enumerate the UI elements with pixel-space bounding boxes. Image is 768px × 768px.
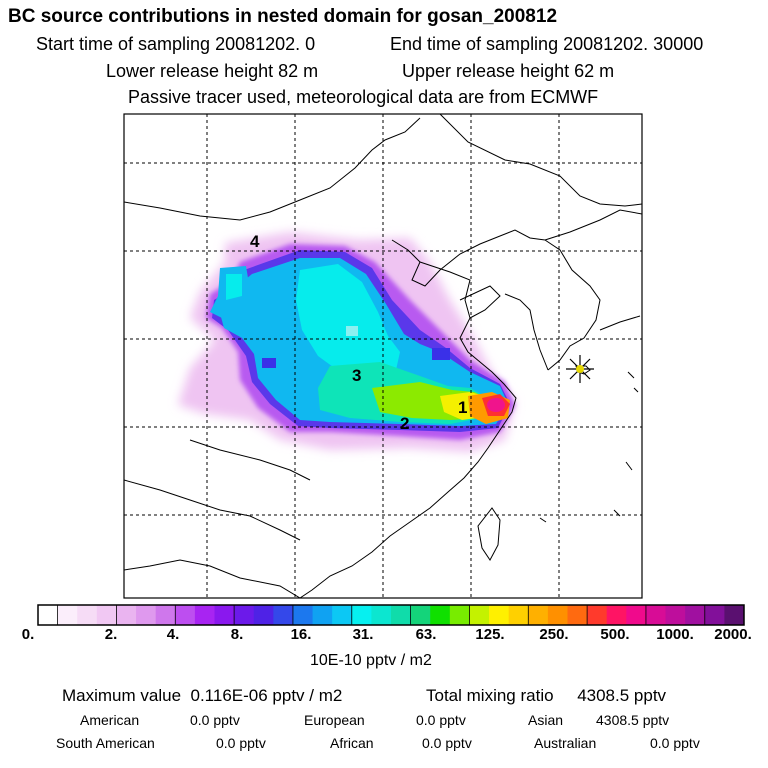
region-label-2: 2 [400, 414, 409, 433]
colorbar-cell [57, 605, 78, 625]
colorbar-cell [449, 605, 470, 625]
cbar-tick: 2. [104, 626, 118, 643]
cbar-tick: 4. [166, 626, 180, 643]
colorbar [37, 604, 745, 626]
region-name: South American [56, 735, 155, 751]
cbar-tick: 250. [539, 626, 569, 643]
colorbar-cell [136, 605, 157, 625]
chart-title: BC source contributions in nested domain… [8, 6, 558, 27]
end-time-label: End time of sampling 20081202. 30000 [390, 34, 704, 54]
cbar-tick: 125. [475, 626, 505, 643]
region-name: African [330, 735, 374, 751]
colorbar-cell [371, 605, 392, 625]
cbar-tick: 31. [352, 626, 374, 643]
map-frame [123, 113, 643, 599]
cbar-tick: 63. [415, 626, 437, 643]
colorbar-cell [704, 605, 725, 625]
colorbar-cell [469, 605, 490, 625]
max-value-line: Maximum value 0.116E-06 pptv / m2 [62, 686, 342, 706]
start-time-label: Start time of sampling 20081202. 0 [36, 34, 316, 54]
colorbar-cell [351, 605, 372, 625]
colorbar-cell [332, 605, 353, 625]
region-label-3: 3 [352, 366, 361, 385]
colorbar-cell [685, 605, 706, 625]
colorbar-cell [391, 605, 412, 625]
region-value: 0.0 pptv [216, 735, 266, 751]
colorbar-cell [606, 605, 627, 625]
coastlines [124, 114, 642, 598]
region-label-1: 1 [458, 398, 467, 417]
colorbar-cell [116, 605, 137, 625]
colorbar-cell [194, 605, 215, 625]
upper-release-label: Upper release height 62 m [402, 61, 615, 81]
cbar-tick: 16. [290, 626, 312, 643]
colorbar-cell [312, 605, 333, 625]
region-value: 4308.5 pptv [596, 712, 670, 728]
region-value: 0.0 pptv [422, 735, 472, 751]
region-name: European [304, 712, 365, 728]
colorbar-cell [587, 605, 608, 625]
region-value: 0.0 pptv [416, 712, 466, 728]
region-label-4: 4 [250, 232, 260, 251]
colorbar-units: 10E-10 pptv / m2 [310, 652, 432, 669]
max-value: 0.116E-06 pptv / m2 [190, 686, 343, 705]
colorbar-cell [214, 605, 235, 625]
total-mixing-line: Total mixing ratio 4308.5 pptv [426, 686, 666, 706]
region-name: Asian [528, 712, 564, 728]
receptor-star-icon [566, 355, 594, 383]
colorbar-cell [96, 605, 117, 625]
colorbar-cell [38, 605, 59, 625]
region-name: Australian [534, 735, 597, 751]
cbar-tick: 8. [230, 626, 244, 643]
lower-release-label: Lower release height 82 m [106, 61, 319, 81]
total-mixing-label: Total mixing ratio [426, 686, 554, 705]
colorbar-cell [410, 605, 431, 625]
colorbar-cell [665, 605, 686, 625]
cbar-tick: 1000. [656, 626, 694, 643]
region-name: American [80, 712, 140, 728]
colorbar-cell [508, 605, 529, 625]
tracer-note: Passive tracer used, meteorological data… [128, 87, 599, 107]
colorbar-cell [489, 605, 510, 625]
cbar-tick: 2000. [714, 626, 752, 643]
lat-lon-grid [124, 114, 642, 598]
colorbar-cells [38, 605, 745, 625]
colorbar-cell [253, 605, 274, 625]
colorbar-cell [645, 605, 667, 625]
colorbar-cell [724, 605, 745, 625]
colorbar-cell [273, 605, 294, 625]
colorbar-cell [528, 605, 549, 625]
colorbar-cell [234, 605, 255, 625]
total-mixing-value: 4308.5 pptv [577, 686, 667, 705]
colorbar-cell [155, 605, 176, 625]
cbar-tick: 500. [600, 626, 630, 643]
max-value-label: Maximum value [62, 686, 182, 705]
region-value: 0.0 pptv [650, 735, 700, 751]
colorbar-cell [547, 605, 568, 625]
colorbar-cell [626, 605, 647, 625]
colorbar-cell [292, 605, 314, 625]
colorbar-cell [175, 605, 196, 625]
cbar-tick: 0. [21, 626, 35, 643]
region-value: 0.0 pptv [190, 712, 240, 728]
colorbar-cell [567, 605, 588, 625]
plume-field [178, 232, 515, 452]
colorbar-cell [77, 605, 98, 625]
colorbar-frame [37, 604, 745, 626]
colorbar-cell [430, 605, 451, 625]
